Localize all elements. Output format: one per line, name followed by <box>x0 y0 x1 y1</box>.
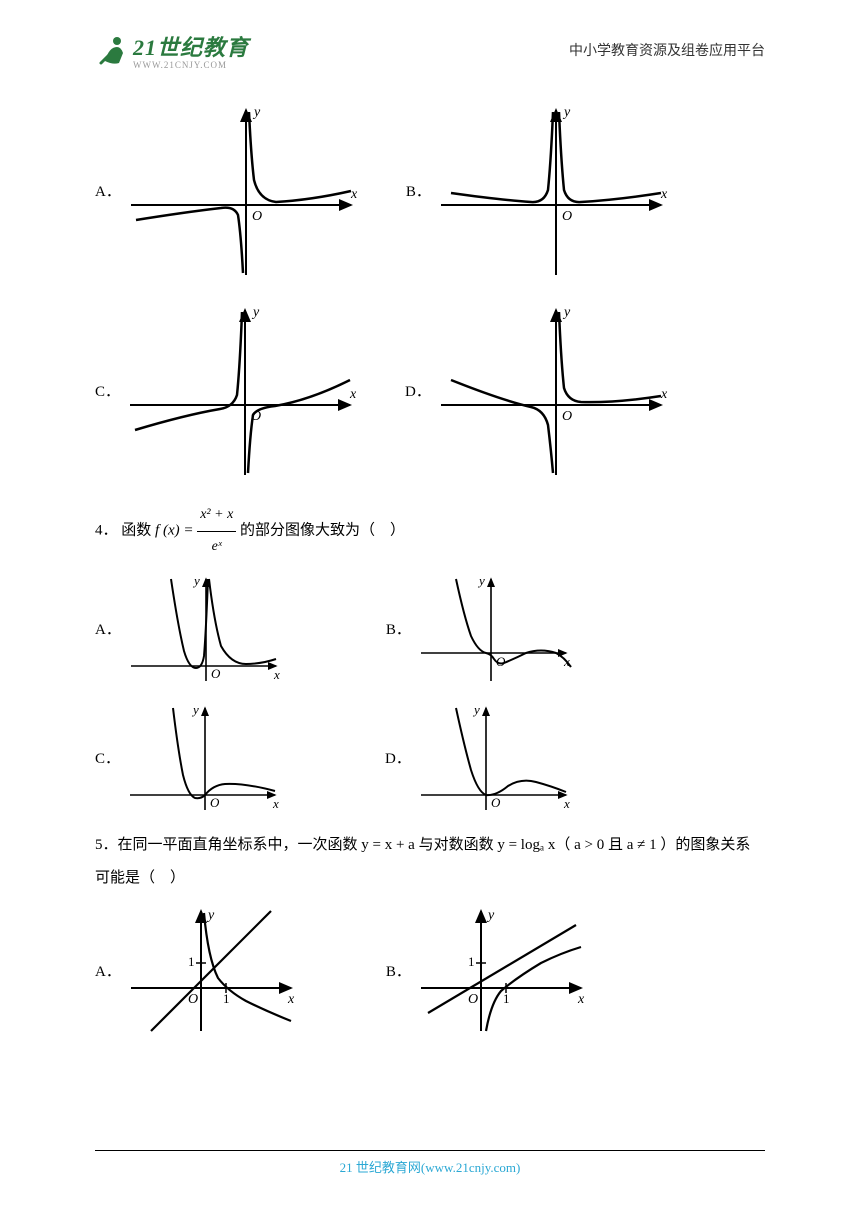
q4-frac-den: eˣ <box>197 532 236 563</box>
q4-graph-c: y x O <box>125 700 285 815</box>
q5-num: 5． <box>95 837 118 853</box>
option-label: B． <box>406 180 431 201</box>
svg-text:y: y <box>252 105 261 120</box>
content: A． y x O B． y x O <box>0 80 860 1038</box>
q4-option-c: C． y x O <box>95 700 285 815</box>
svg-text:x: x <box>272 796 279 811</box>
q4-frac-num: x² + x <box>197 500 236 532</box>
q5-option-a: A． y x O 1 1 <box>95 903 301 1038</box>
q4-prefix: 函数 <box>121 523 151 539</box>
q4-suffix: 的部分图像大致为（ ） <box>240 523 405 539</box>
q4-text: 4． 函数 f (x) = x² + x eˣ 的部分图像大致为（ ） <box>95 500 765 563</box>
svg-text:O: O <box>210 795 220 810</box>
logo: 21世纪教育 WWW.21CNJY.COM <box>95 30 249 70</box>
q4-graph-a: y x O <box>126 571 286 686</box>
q4-graph-b: y x O <box>416 571 576 686</box>
q4-num: 4． <box>95 523 118 539</box>
svg-text:y: y <box>251 305 260 320</box>
svg-text:y: y <box>192 573 200 588</box>
svg-text:O: O <box>252 209 262 224</box>
svg-text:x: x <box>660 387 668 402</box>
q5-graph-b: y x O 1 1 <box>416 903 591 1038</box>
svg-text:O: O <box>562 209 572 224</box>
svg-text:x: x <box>287 992 295 1007</box>
svg-text:y: y <box>191 702 199 717</box>
option-label: B． <box>386 960 411 981</box>
q3-graph-a: y x O <box>126 100 366 280</box>
logo-text: 21世纪教育 <box>133 35 249 60</box>
q3-graph-b: y x O <box>436 100 676 280</box>
q3-option-b: B． y x O <box>406 100 676 280</box>
q3-option-a: A． y x O <box>95 100 366 280</box>
svg-text:x: x <box>660 187 668 202</box>
q5-option-b: B． y x O 1 1 <box>386 903 591 1038</box>
option-label: A． <box>95 960 121 981</box>
page-header: 21世纪教育 WWW.21CNJY.COM 中小学教育资源及组卷应用平台 <box>0 0 860 80</box>
svg-text:y: y <box>477 573 485 588</box>
svg-text:x: x <box>563 796 570 811</box>
q4-graph-d: y x O <box>416 700 576 815</box>
svg-text:y: y <box>562 105 571 120</box>
logo-url: WWW.21CNJY.COM <box>133 60 249 70</box>
q5-row-1: A． y x O 1 1 B． y <box>95 903 765 1038</box>
option-label: A． <box>95 180 121 201</box>
footer-text: 21 世纪教育网(www.21cnjy.com) <box>340 1160 521 1175</box>
svg-text:x: x <box>273 667 280 682</box>
svg-text:O: O <box>468 992 478 1007</box>
svg-text:y: y <box>206 908 215 923</box>
logo-icon <box>95 33 129 67</box>
option-label: B． <box>386 618 411 639</box>
svg-text:x: x <box>577 992 585 1007</box>
q4-option-b: B． y x O <box>386 571 576 686</box>
svg-text:y: y <box>562 305 571 320</box>
q3-option-d: D． y x O <box>405 300 676 480</box>
q4-option-d: D． y x O <box>385 700 576 815</box>
q4-lhs: f (x) = <box>155 523 193 539</box>
q4-row-2: C． y x O D． y x O <box>95 700 765 815</box>
svg-text:y: y <box>486 908 495 923</box>
q5-graph-a: y x O 1 1 <box>126 903 301 1038</box>
q5-text: 5．在同一平面直角坐标系中，一次函数 y = x + a 与对数函数 y = l… <box>95 829 765 895</box>
svg-text:x: x <box>349 387 357 402</box>
option-label: C． <box>95 747 120 768</box>
svg-text:1: 1 <box>503 991 510 1006</box>
svg-text:1: 1 <box>188 954 195 969</box>
option-label: C． <box>95 380 120 401</box>
svg-text:1: 1 <box>468 954 475 969</box>
q3-row-1: A． y x O B． y x O <box>95 100 765 280</box>
svg-text:1: 1 <box>223 991 230 1006</box>
svg-text:O: O <box>211 666 221 681</box>
svg-text:y: y <box>472 702 480 717</box>
option-label: A． <box>95 618 121 639</box>
q4-frac: x² + x eˣ <box>197 500 236 563</box>
q3-option-c: C． y x O <box>95 300 365 480</box>
svg-text:O: O <box>562 409 572 424</box>
svg-text:O: O <box>188 992 198 1007</box>
q5-body: 在同一平面直角坐标系中，一次函数 y = x + a 与对数函数 y = log… <box>95 837 750 886</box>
q3-row-2: C． y x O D． y x O <box>95 300 765 480</box>
svg-text:O: O <box>491 795 501 810</box>
q3-graph-c: y x O <box>125 300 365 480</box>
header-right: 中小学教育资源及组卷应用平台 <box>569 40 765 60</box>
q3-graph-d: y x O <box>436 300 676 480</box>
option-label: D． <box>385 747 411 768</box>
q4-row-1: A． y x O B． y x O <box>95 571 765 686</box>
option-label: D． <box>405 380 431 401</box>
svg-text:x: x <box>350 187 358 202</box>
page-footer: 21 世纪教育网(www.21cnjy.com) <box>95 1150 765 1176</box>
q4-option-a: A． y x O <box>95 571 286 686</box>
